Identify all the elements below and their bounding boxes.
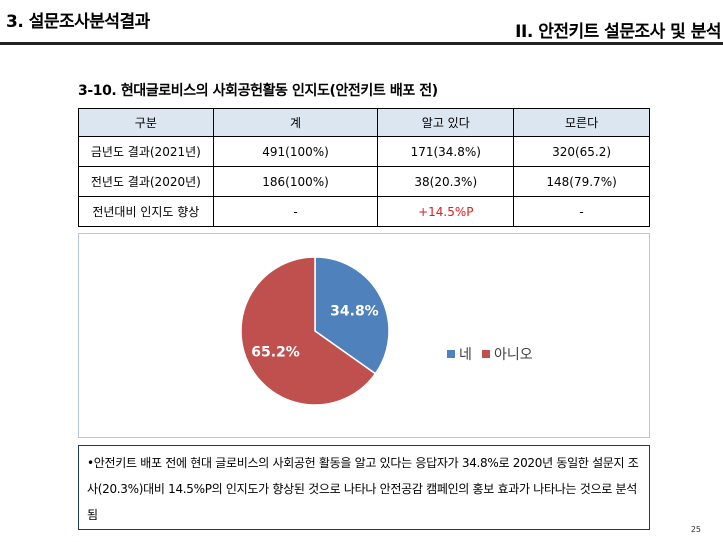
pie-data-label: 65.2% [251, 344, 300, 360]
pie-chart: 34.8% 65.2% 네 아니오 [240, 256, 533, 406]
table-cell: 171(34.8%) [377, 136, 515, 167]
pie-slice-1 [314, 256, 390, 375]
table-cell: 186(100%) [212, 166, 379, 197]
header-left-title: 3. 설문조사분석결과 [6, 12, 150, 32]
table-cell: 금년도 결과(2021년) [78, 136, 214, 167]
legend-swatch [447, 350, 455, 358]
legend-label: 네 [459, 347, 472, 363]
pie-data-label: 34.8% [330, 304, 379, 320]
summary-text: •안전키트 배포 전에 현대 글로비스의 사회공헌 활동을 알고 있다는 응답자… [87, 456, 639, 522]
table-cell: 148(79.7%) [513, 166, 650, 197]
table-cell-improvement: +14.5%P [377, 196, 515, 227]
table-header-row: 구분 계 알고 있다 모른다 [78, 108, 650, 137]
table-header-cell: 모른다 [513, 108, 650, 137]
table-row: 금년도 결과(2021년) 491(100%) 171(34.8%) 320(6… [78, 136, 650, 167]
table-cell: 38(20.3%) [377, 166, 515, 197]
page-number: 25 [690, 525, 701, 534]
header-right-title: II. 안전키트 설문조사 및 분석 [515, 22, 721, 42]
pie-slice-2 [240, 256, 377, 406]
header-divider [0, 42, 723, 45]
table-cell: - [513, 196, 650, 227]
table-header-cell: 계 [212, 108, 379, 137]
legend-swatch [482, 350, 490, 358]
table-cell: - [212, 196, 379, 227]
table-header-cell: 구분 [78, 108, 214, 137]
table-row: 전년도 결과(2020년) 186(100%) 38(20.3%) 148(79… [78, 166, 650, 197]
pie-chart-box: 34.8% 65.2% 네 아니오 [78, 233, 650, 438]
table-cell: 전년도 결과(2020년) [78, 166, 214, 197]
table-header-cell: 알고 있다 [377, 108, 515, 137]
awareness-table: 구분 계 알고 있다 모른다 금년도 결과(2021년) 491(100%) 1… [78, 108, 650, 227]
table-cell: 491(100%) [212, 136, 379, 167]
section-title: 3-10. 현대글로비스의 사회공헌활동 인지도(안전키트 배포 전) [78, 83, 438, 99]
table-cell: 320(65.2) [513, 136, 650, 167]
legend-label: 아니오 [494, 347, 533, 363]
table-cell: 전년대비 인지도 향상 [78, 196, 214, 227]
table-row: 전년대비 인지도 향상 - +14.5%P - [78, 196, 650, 227]
summary-note: •안전키트 배포 전에 현대 글로비스의 사회공헌 활동을 알고 있다는 응답자… [78, 445, 650, 530]
